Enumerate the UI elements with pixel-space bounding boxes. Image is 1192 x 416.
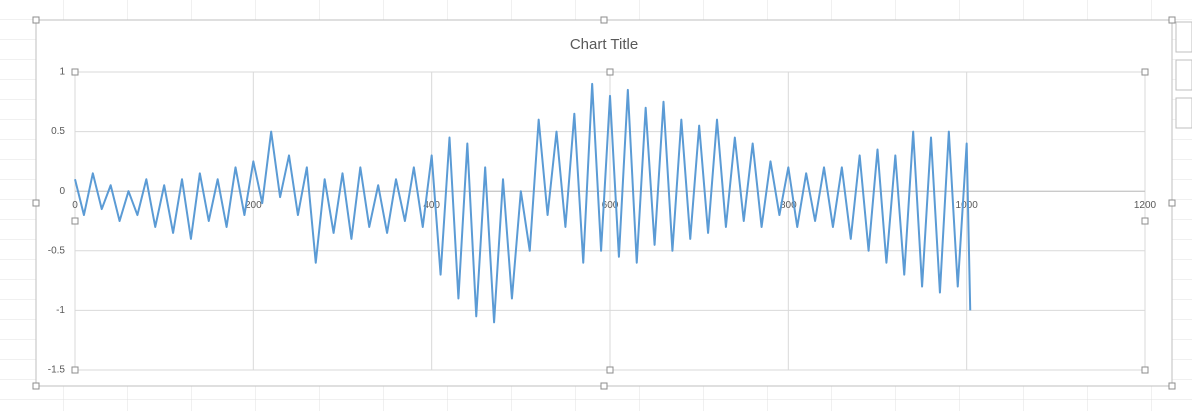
- x-tick-label: 200: [245, 200, 262, 211]
- x-tick-label: 800: [780, 200, 797, 211]
- x-tick-label: 1000: [956, 200, 979, 211]
- chart-title: Chart Title: [570, 36, 638, 53]
- selection-handle: [1141, 366, 1149, 374]
- selection-handle: [1168, 16, 1176, 24]
- data-line: [74, 82, 972, 324]
- selection-handle: [600, 382, 608, 390]
- y-tick-label: -0.5: [48, 245, 66, 256]
- selection-handle: [32, 382, 40, 390]
- selection-handle: [1141, 68, 1149, 76]
- chart-button[interactable]: [1175, 59, 1192, 91]
- chart-button[interactable]: [1175, 97, 1192, 129]
- y-tick-label: 0: [59, 186, 65, 197]
- x-tick-label: 400: [423, 200, 440, 211]
- y-tick-label: -1.5: [48, 365, 66, 376]
- selection-handle: [71, 68, 79, 76]
- x-tick-label: 600: [602, 200, 619, 211]
- selection-handle: [32, 16, 40, 24]
- selection-handle: [600, 16, 608, 24]
- x-tick-label: 0: [72, 200, 78, 211]
- x-tick-label: 1200: [1134, 200, 1157, 211]
- y-tick-label: 0.5: [51, 126, 65, 137]
- selection-handle: [71, 217, 79, 225]
- selection-handle: [1168, 199, 1176, 207]
- selection-handle: [32, 199, 40, 207]
- selection-handle: [1168, 382, 1176, 390]
- selection-handle: [71, 366, 79, 374]
- selection-handle: [1141, 217, 1149, 225]
- chart-button[interactable]: [1175, 21, 1192, 53]
- y-tick-label: 1: [59, 67, 65, 78]
- selection-handle: [606, 68, 614, 76]
- y-tick-label: -1: [56, 305, 65, 316]
- selection-handle: [606, 366, 614, 374]
